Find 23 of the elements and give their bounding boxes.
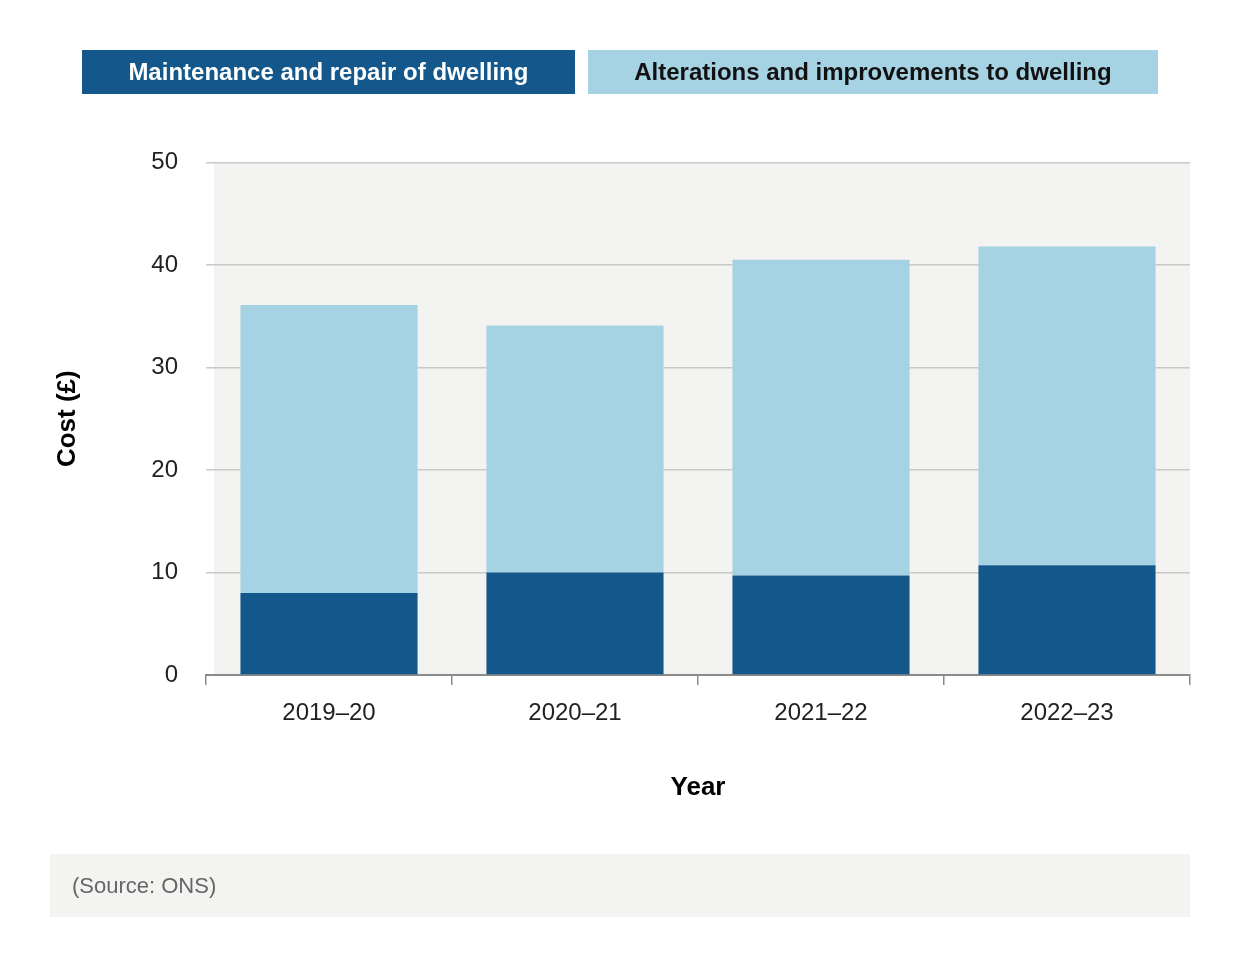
text: (Source: ONS)	[72, 872, 217, 899]
text: Maintenance and repair of dwelling	[82, 50, 575, 94]
y-tick-label: 40	[151, 249, 178, 277]
x-tick-label: 2020–21	[528, 698, 622, 726]
bar	[240, 304, 418, 593]
y-tick-label: 50	[151, 147, 178, 175]
bar	[732, 259, 910, 576]
bar	[486, 572, 664, 675]
y-tick-label: 0	[164, 659, 178, 687]
x-tick-label: 2021–22	[774, 698, 868, 726]
x-tick-label: 2019–20	[282, 698, 376, 726]
x-tick-label: 2022–23	[1020, 698, 1114, 726]
x-axis-title: Year	[670, 770, 726, 801]
bar	[978, 246, 1156, 566]
bar	[486, 325, 664, 573]
y-tick-label: 10	[151, 557, 178, 585]
y-tick-label: 20	[151, 454, 178, 482]
bar	[732, 575, 910, 675]
y-tick-label: 30	[151, 352, 178, 380]
y-axis-title: Cost (£)	[50, 370, 81, 468]
bar	[978, 565, 1156, 675]
bar	[240, 592, 418, 675]
text: Alterations and improvements to dwelling	[587, 50, 1159, 94]
